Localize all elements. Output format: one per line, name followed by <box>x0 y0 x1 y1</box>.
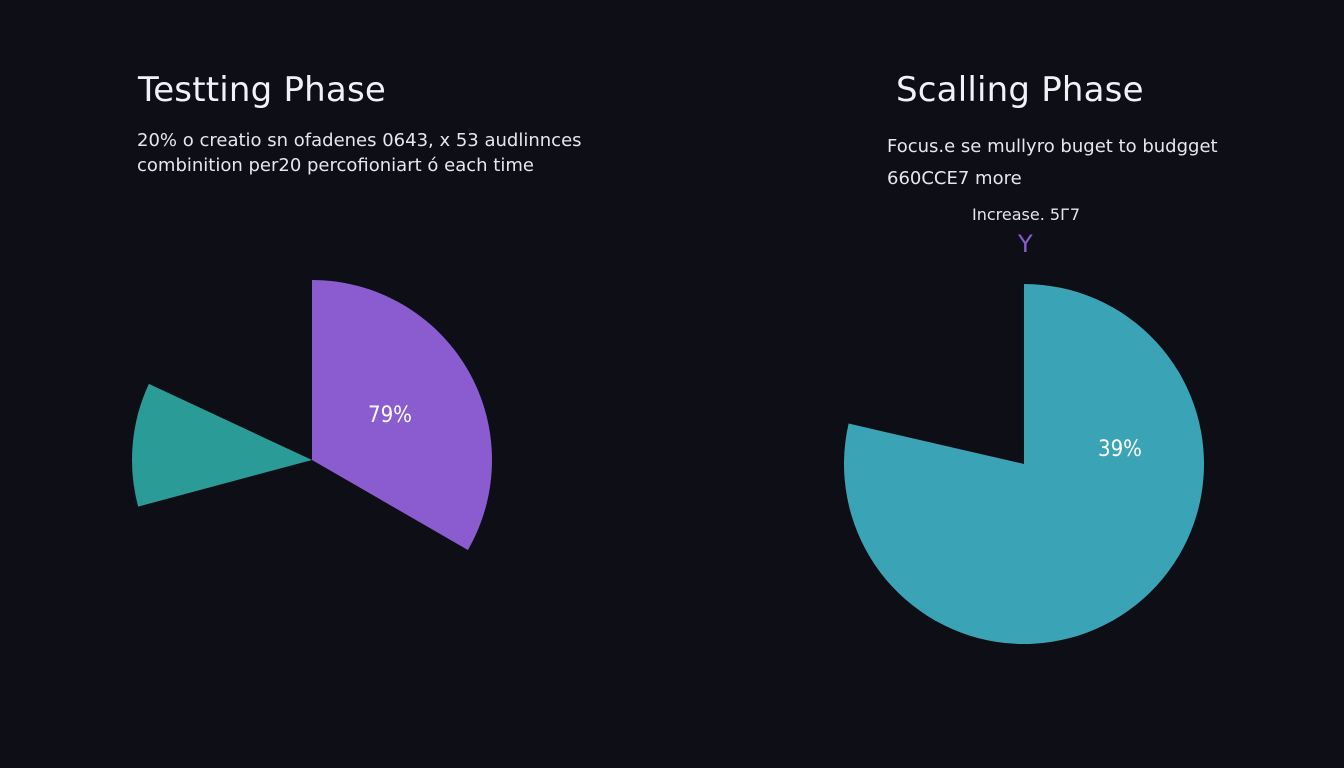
chart-subtitle: 20% o creatio sn ofadenes 0643, x 53 aud… <box>137 128 582 178</box>
subtitle-line-1: 20% o creatio sn ofadenes 0643, x 53 aud… <box>137 130 582 151</box>
scaling-pie-chart: 39% <box>844 284 1204 644</box>
testing-phase-panel: Testting Phase 20% o creatio sn ofadenes… <box>132 70 582 550</box>
subtitle-line-2: 660CCE7 more <box>887 168 1022 189</box>
annotation-marker: Y <box>1018 230 1033 258</box>
slice-data-label: 39% <box>1098 437 1142 462</box>
subtitle-line-2: combinition per20 percofioniart ó each t… <box>137 155 534 176</box>
testing-pie-chart: 79% <box>132 280 492 550</box>
pie-slice <box>844 284 1204 644</box>
chart-title: Scalling Phase <box>896 70 1144 110</box>
subtitle-line-1: Focus.e se mullyro buget to budgget <box>887 136 1218 157</box>
pie-slice <box>312 280 492 550</box>
pie-slice <box>132 383 312 507</box>
scaling-phase-panel: Scalling Phase Focus.e se mullyro buget … <box>672 0 1344 768</box>
chart-title: Testting Phase <box>138 70 386 110</box>
slice-data-label: 79% <box>368 403 412 428</box>
increase-annotation: Increase. 5Г7 <box>972 205 1080 224</box>
chart-subtitle: Focus.e se mullyro buget to budgget 660C… <box>887 131 1218 195</box>
